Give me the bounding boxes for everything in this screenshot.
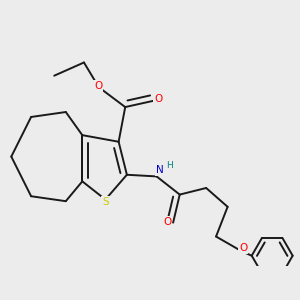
Text: N: N [156, 166, 164, 176]
Text: O: O [94, 81, 102, 91]
Text: O: O [239, 243, 247, 254]
Text: O: O [163, 217, 171, 227]
Text: O: O [154, 94, 162, 104]
Text: S: S [102, 197, 109, 207]
Text: H: H [166, 161, 172, 170]
